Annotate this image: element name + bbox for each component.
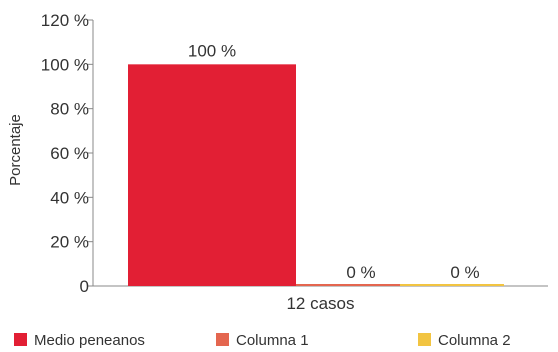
bar bbox=[128, 64, 296, 286]
legend-swatch bbox=[216, 333, 229, 346]
y-tick-label: 80 % bbox=[50, 100, 89, 119]
y-tick-label: 40 % bbox=[50, 188, 89, 207]
y-tick-label: 120 % bbox=[41, 11, 89, 30]
y-axis-title: Porcentaje bbox=[7, 114, 24, 186]
legend-label: Columna 1 bbox=[236, 332, 309, 349]
data-labels: 100 % 0 % 0 % bbox=[188, 41, 480, 282]
y-tick-label: 0 bbox=[80, 277, 89, 296]
category-labels: 12 casos bbox=[286, 294, 354, 313]
data-label: 0 % bbox=[450, 263, 479, 282]
legend-label: Medio peneanos bbox=[34, 332, 145, 349]
legend-label: Columna 2 bbox=[438, 332, 511, 349]
legend-swatch bbox=[14, 333, 27, 346]
x-category-label: 12 casos bbox=[286, 294, 354, 313]
y-tick-label: 20 % bbox=[50, 233, 89, 252]
bars bbox=[128, 64, 504, 286]
legend-swatch bbox=[418, 333, 431, 346]
y-axis-ticks: 0 20 % 40 % 60 % 80 % 100 % 120 % bbox=[41, 11, 93, 296]
y-tick-label: 100 % bbox=[41, 55, 89, 74]
data-label: 100 % bbox=[188, 41, 236, 60]
legend: Medio peneanos Columna 1 Columna 2 bbox=[14, 332, 511, 349]
y-tick-label: 60 % bbox=[50, 144, 89, 163]
data-label: 0 % bbox=[346, 263, 375, 282]
